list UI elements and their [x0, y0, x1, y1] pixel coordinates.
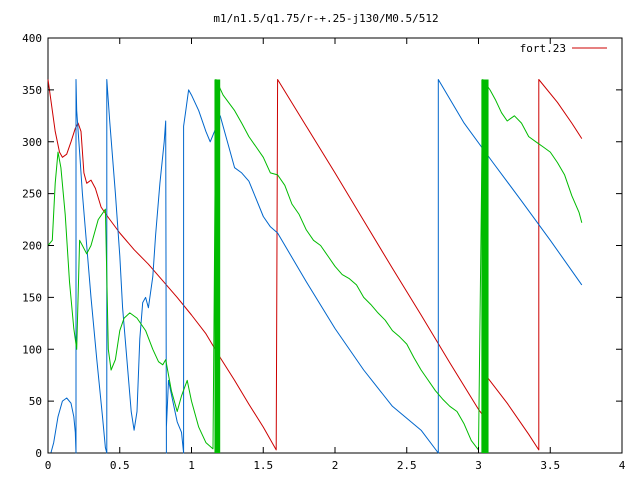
series-line-1 — [48, 79, 583, 454]
y-tick-label: 150 — [22, 291, 42, 304]
x-tick-label: 3 — [475, 459, 482, 472]
x-tick-label: 1 — [188, 459, 195, 472]
y-tick-label: 100 — [22, 343, 42, 356]
filled-band-0 — [214, 79, 221, 453]
y-tick-label: 400 — [22, 32, 42, 45]
series-line-2 — [47, 79, 583, 451]
y-tick-label: 0 — [35, 447, 42, 460]
x-tick-label: 2.5 — [397, 459, 417, 472]
y-tick-label: 200 — [22, 240, 42, 253]
x-tick-label: 4 — [619, 459, 626, 472]
plot-frame — [47, 37, 623, 454]
legend-label: fort.23 — [520, 42, 566, 55]
x-tick-label: 0.5 — [110, 459, 130, 472]
series-layer — [47, 79, 583, 454]
chart-title: m1/n1.5/q1.75/r-+.25-j130/M0.5/512 — [213, 12, 438, 25]
legend: fort.23 — [520, 42, 607, 55]
ticks-layer: 0 0.5 1 1.5 2 2.5 3 3.5 4 0 50 100 150 200 250 300 350 40… — [22, 32, 626, 472]
x-tick-label: 0 — [45, 459, 52, 472]
x-tick-label: 3.5 — [540, 459, 560, 472]
y-tick-label: 50 — [29, 395, 42, 408]
x-tick-label: 2 — [332, 459, 339, 472]
y-tick-label: 350 — [22, 84, 42, 97]
series-line-0 — [47, 79, 583, 451]
y-tick-label: 300 — [22, 136, 42, 149]
filled-band-1 — [481, 79, 489, 453]
x-tick-label: 1.5 — [253, 459, 273, 472]
y-tick-label: 250 — [22, 188, 42, 201]
